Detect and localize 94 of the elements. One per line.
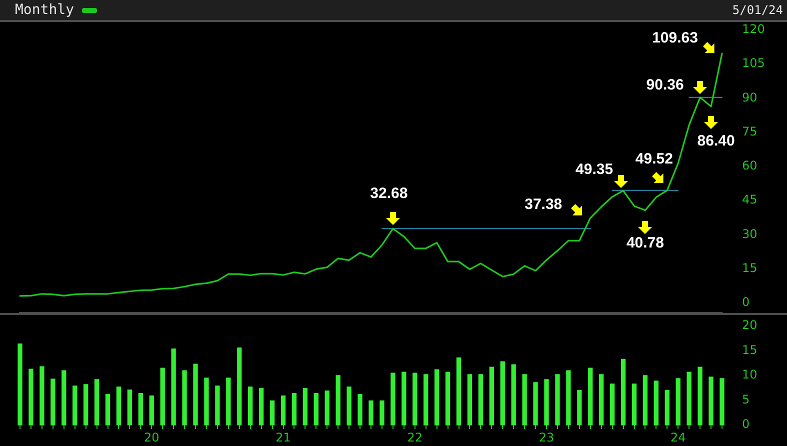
bar [533, 382, 538, 426]
y-tick-label: 15 [742, 260, 758, 275]
bar [522, 374, 527, 426]
bar [182, 370, 187, 426]
annotation: 86.40 [697, 132, 735, 150]
annotation: 109.63 [652, 30, 698, 47]
bar [226, 378, 231, 426]
bar [467, 374, 472, 426]
bar [456, 357, 462, 426]
bar [676, 378, 680, 426]
bar [434, 369, 440, 426]
y-tick-label: 10 [742, 368, 758, 382]
y-tick-label: 75 [742, 124, 758, 138]
bar [478, 374, 484, 426]
bar [445, 372, 450, 426]
text: 5/01/24 [732, 3, 783, 17]
bar [588, 368, 593, 426]
bar [698, 366, 702, 426]
annotation: 40.78 [626, 234, 664, 252]
bar [18, 343, 22, 426]
annotation: 32.68 [370, 184, 408, 202]
bar [577, 390, 582, 426]
bar [368, 400, 374, 426]
bar [664, 390, 670, 426]
x-tick-label: 24 [670, 430, 686, 444]
y-tick-label: 120 [742, 22, 765, 36]
bar [654, 380, 659, 426]
bar [160, 368, 165, 426]
y-tick-label: 45 [742, 192, 758, 207]
y-tick-label: 90 [742, 90, 758, 104]
bar [720, 378, 724, 426]
bar [566, 370, 571, 426]
bar [686, 372, 692, 426]
bar [390, 372, 396, 426]
bar [105, 394, 110, 426]
bar [40, 366, 44, 426]
bar [193, 364, 198, 426]
y-tick-label: 0 [742, 295, 750, 310]
bar [258, 388, 264, 426]
bar [599, 374, 604, 426]
y-tick-label: 105 [742, 56, 765, 70]
bar [280, 395, 286, 426]
y-tick-label: 5 [742, 392, 750, 406]
x-tick-label: 21 [276, 430, 291, 444]
bar [72, 386, 78, 426]
bar [346, 386, 352, 426]
bar [314, 392, 318, 426]
bar [248, 386, 253, 426]
bar [424, 374, 428, 426]
bar [138, 392, 143, 426]
bar [292, 392, 297, 426]
bar [149, 395, 154, 426]
bar [412, 372, 418, 426]
bar [127, 390, 132, 426]
bar [204, 378, 209, 426]
bar [500, 361, 505, 426]
bar [380, 400, 384, 426]
y-tick-label: 0 [742, 417, 750, 432]
x-tick-label: 22 [407, 430, 423, 444]
bar [116, 386, 122, 426]
annotation: 37.38 [524, 196, 562, 214]
annotation: 49.35 [576, 160, 614, 178]
bar [28, 368, 34, 426]
bar [83, 384, 88, 426]
bar [708, 376, 714, 426]
bar [489, 366, 494, 426]
bar [237, 347, 242, 426]
y-tick-label: 20 [742, 318, 758, 332]
y-tick-label: 15 [742, 342, 758, 357]
bar [336, 375, 340, 426]
chart-title: Monthly [15, 2, 74, 18]
bar [402, 372, 406, 426]
bar [324, 390, 330, 426]
x-tick-label: 20 [144, 430, 160, 444]
bar [544, 379, 549, 426]
bar [270, 400, 275, 426]
bar [511, 364, 516, 426]
bar [215, 386, 220, 426]
bar [171, 348, 176, 426]
bar [620, 358, 626, 426]
bar [610, 384, 615, 426]
y-tick-label: 30 [742, 226, 758, 241]
bar [302, 388, 308, 426]
y-tick-label: 60 [742, 158, 758, 173]
bar [358, 394, 362, 426]
bar [50, 378, 56, 426]
bar [632, 384, 637, 426]
annotation: 49.52 [635, 150, 673, 168]
bar [555, 374, 560, 426]
x-tick-label: 23 [538, 430, 554, 444]
annotation: 90.36 [646, 76, 684, 94]
bar [62, 370, 66, 426]
bar [642, 375, 648, 426]
bar [94, 379, 100, 426]
